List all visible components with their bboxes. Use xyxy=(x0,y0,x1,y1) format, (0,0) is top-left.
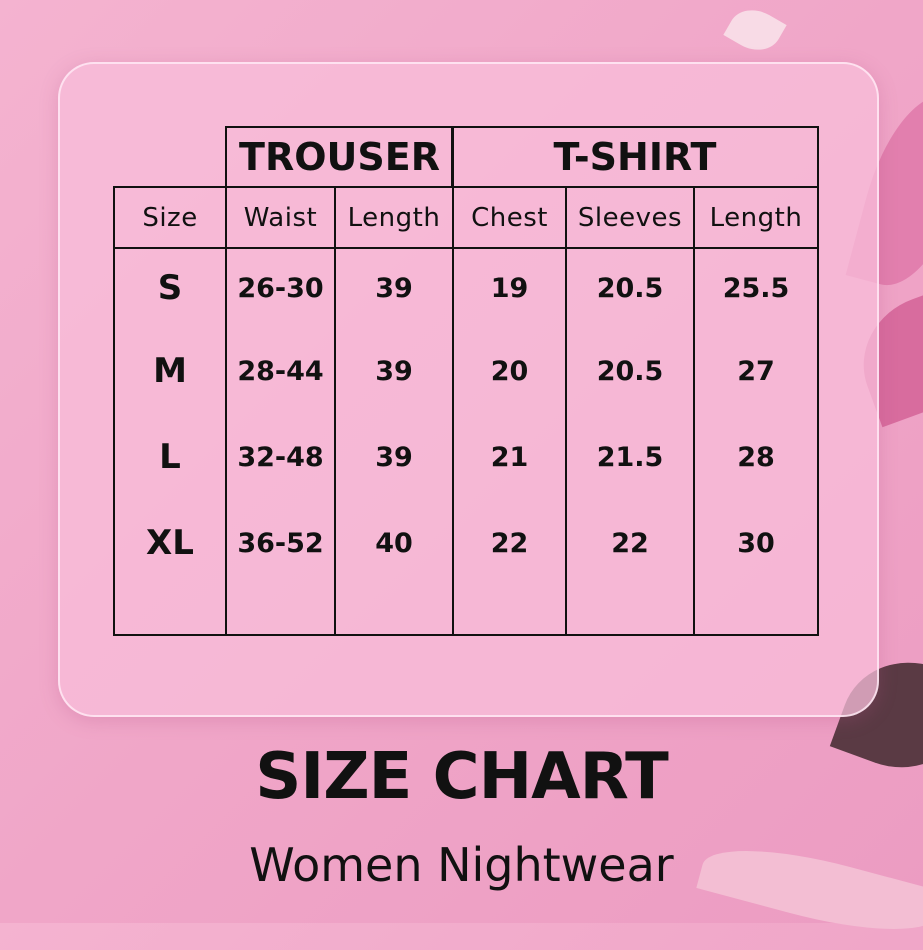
trouser-group-header: TROUSER xyxy=(225,126,454,186)
size-cell: XL xyxy=(113,499,227,587)
sleeves-cell: 22 xyxy=(565,499,695,587)
chest-cell: 21 xyxy=(452,415,567,499)
sleeves-cell: 20.5 xyxy=(565,248,695,327)
header-size: Size xyxy=(113,186,227,249)
table-row: S 26-30 39 19 20.5 25.5 xyxy=(113,248,819,327)
header-row: Size Waist Length Chest Sleeves Length xyxy=(113,186,819,249)
header-waist: Waist xyxy=(225,186,336,249)
empty-cell xyxy=(452,587,567,636)
header-trouser-length: Length xyxy=(334,186,454,249)
sleeves-cell: 20.5 xyxy=(565,327,695,415)
header-tshirt-length: Length xyxy=(693,186,819,249)
size-table: Size Waist Length Chest Sleeves Length S… xyxy=(113,186,819,636)
trouser-length-cell: 39 xyxy=(334,415,454,499)
size-cell: S xyxy=(113,248,227,327)
waist-cell: 26-30 xyxy=(225,248,336,327)
empty-cell xyxy=(693,587,819,636)
trouser-length-cell: 40 xyxy=(334,499,454,587)
empty-cell xyxy=(225,587,336,636)
table-row: M 28-44 39 20 20.5 27 xyxy=(113,327,819,415)
table-row: XL 36-52 40 22 22 30 xyxy=(113,499,819,587)
header-chest: Chest xyxy=(452,186,567,249)
empty-cell xyxy=(113,587,227,636)
chest-cell: 19 xyxy=(452,248,567,327)
tshirt-length-cell: 25.5 xyxy=(693,248,819,327)
table-row: L 32-48 39 21 21.5 28 xyxy=(113,415,819,499)
tshirt-length-cell: 27 xyxy=(693,327,819,415)
empty-cell xyxy=(565,587,695,636)
tshirt-group-header: T-SHIRT xyxy=(451,126,819,186)
tshirt-length-cell: 28 xyxy=(693,415,819,499)
waist-cell: 32-48 xyxy=(225,415,336,499)
waist-cell: 28-44 xyxy=(225,327,336,415)
waist-cell: 36-52 xyxy=(225,499,336,587)
filler-row xyxy=(113,587,819,636)
chest-cell: 20 xyxy=(452,327,567,415)
trouser-length-cell: 39 xyxy=(334,327,454,415)
trouser-length-cell: 39 xyxy=(334,248,454,327)
decorative-leaf xyxy=(723,0,787,60)
chest-cell: 22 xyxy=(452,499,567,587)
subtitle: Women Nightwear xyxy=(249,838,674,892)
tshirt-length-cell: 30 xyxy=(693,499,819,587)
size-cell: L xyxy=(113,415,227,499)
size-cell: M xyxy=(113,327,227,415)
header-sleeves: Sleeves xyxy=(565,186,695,249)
sleeves-cell: 21.5 xyxy=(565,415,695,499)
page-title: SIZE CHART xyxy=(255,740,668,814)
empty-cell xyxy=(334,587,454,636)
